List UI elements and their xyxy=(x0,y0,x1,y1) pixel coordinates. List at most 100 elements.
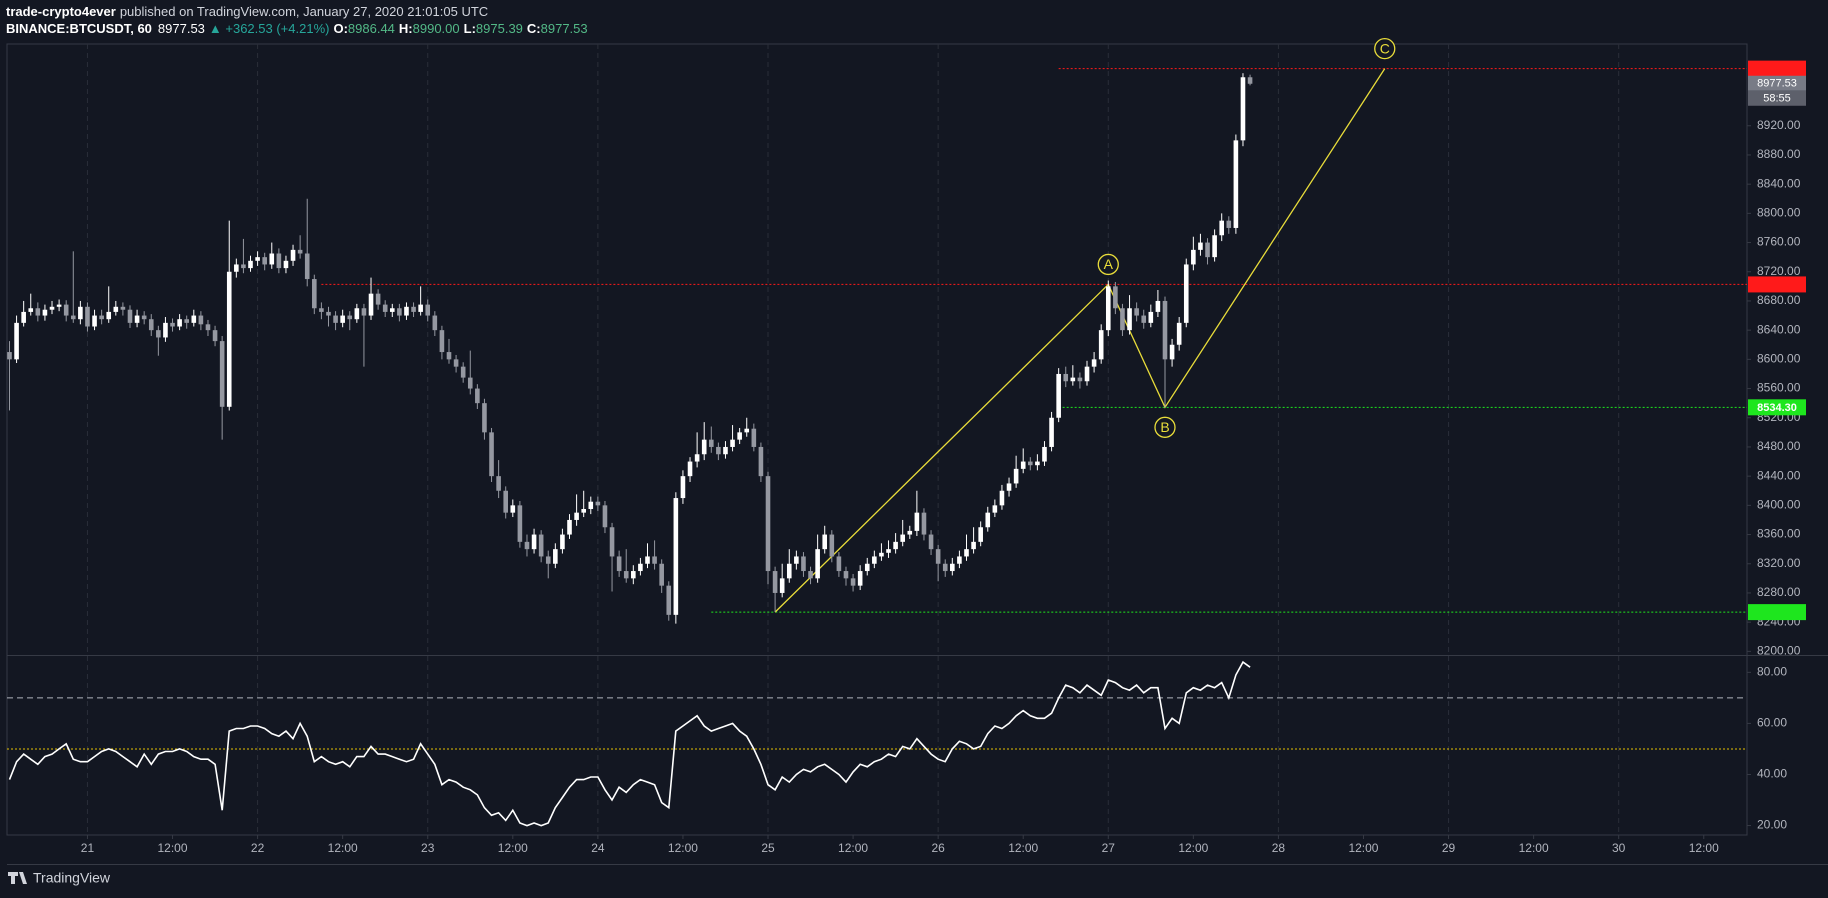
y-tick-label: 8600.00 xyxy=(1757,352,1801,366)
candle-body xyxy=(333,315,338,323)
candle-body xyxy=(234,264,239,272)
x-tick-label: 27 xyxy=(1102,841,1116,855)
x-tick-label: 12:00 xyxy=(328,841,358,855)
candle-body xyxy=(957,556,962,564)
candle-body xyxy=(489,432,494,477)
candle-body xyxy=(1056,373,1061,418)
candle-body xyxy=(7,352,12,360)
candle-body xyxy=(857,571,863,586)
logo-icon xyxy=(8,872,27,884)
y-tick-label: 8280.00 xyxy=(1757,585,1801,599)
candle-body xyxy=(467,377,473,389)
candle-body xyxy=(397,308,402,316)
candle-body xyxy=(269,253,275,265)
level-price-box xyxy=(1748,60,1806,77)
candle-body xyxy=(127,309,133,323)
candle-body xyxy=(531,534,537,550)
wave-line xyxy=(774,68,1386,613)
countdown-label: 58:55 xyxy=(1763,93,1791,105)
candle-body xyxy=(85,306,90,327)
candle-body xyxy=(914,512,920,531)
candle-body xyxy=(517,505,523,542)
x-tick-label: 12:00 xyxy=(1348,841,1378,855)
candle-body xyxy=(1141,315,1147,323)
candle-body xyxy=(1105,286,1111,331)
candle-body xyxy=(737,432,742,440)
y-tick-label: 8800.00 xyxy=(1757,206,1801,220)
x-tick-label: 30 xyxy=(1612,841,1626,855)
candle-body xyxy=(779,578,785,593)
candle-body xyxy=(1120,308,1125,331)
candle-body xyxy=(708,439,714,447)
candle-body xyxy=(219,341,225,407)
candle-body xyxy=(1205,242,1210,258)
candle-body xyxy=(49,306,55,310)
candle-body xyxy=(964,549,969,557)
y-tick-label: 8560.00 xyxy=(1757,381,1801,395)
last-price-label: 8977.53 xyxy=(1757,78,1797,90)
candle-body xyxy=(42,309,48,316)
x-tick-label: 12:00 xyxy=(1178,841,1208,855)
candle-body xyxy=(99,315,104,320)
candle-body xyxy=(312,279,317,309)
candle-body xyxy=(297,249,303,254)
candle-body xyxy=(602,505,608,528)
candle-body xyxy=(404,306,409,316)
candle-body xyxy=(382,304,388,312)
candle-body xyxy=(283,260,289,269)
candle-body xyxy=(716,446,721,455)
ohlc-value: 8986.44 xyxy=(348,21,395,36)
candle-body xyxy=(453,359,459,367)
candle-body xyxy=(1169,344,1175,360)
x-tick-label: 12:00 xyxy=(1008,841,1038,855)
candle-body xyxy=(120,306,126,310)
header-line: trade-crypto4ever published on TradingVie… xyxy=(6,4,488,19)
candle-body xyxy=(1063,373,1069,382)
candle-body xyxy=(1035,461,1040,466)
candle-body xyxy=(616,556,622,572)
candle-body xyxy=(765,476,771,572)
rsi-line xyxy=(8,660,1251,827)
candle-body xyxy=(411,306,416,312)
candle-body xyxy=(999,490,1005,506)
candle-body xyxy=(418,304,423,312)
x-tick-label: 12:00 xyxy=(1689,841,1719,855)
candle-body xyxy=(1070,377,1076,382)
wave-label-circle xyxy=(1097,253,1119,276)
candle-body xyxy=(1028,461,1033,466)
y-tick-label: 8680.00 xyxy=(1757,293,1801,307)
level-price-label: 8534.30 xyxy=(1757,402,1797,414)
candle-body xyxy=(1212,235,1217,258)
candle-body xyxy=(106,311,112,320)
candle-body xyxy=(354,308,360,320)
candle-body xyxy=(694,454,700,462)
candle-body xyxy=(524,541,530,550)
candle-body xyxy=(921,512,927,535)
candle-body xyxy=(177,319,182,327)
level-price-box xyxy=(1748,276,1806,293)
ohlc-value: 8990.00 xyxy=(413,21,460,36)
candle-body xyxy=(1006,483,1012,491)
candle-body xyxy=(63,304,69,316)
candle-body xyxy=(368,293,374,316)
candle-body xyxy=(560,534,565,550)
candle-body xyxy=(609,527,615,557)
candle-body xyxy=(850,578,856,586)
x-tick-label: 26 xyxy=(931,841,945,855)
candle-body xyxy=(928,534,934,550)
y-tick-label: 60.00 xyxy=(1757,716,1787,730)
candle-body xyxy=(1183,264,1189,323)
candle-body xyxy=(1155,300,1161,312)
candle-body xyxy=(92,315,97,327)
candle-body xyxy=(1198,242,1203,250)
candle-body xyxy=(1226,220,1232,228)
ohlc-value: 8977.53 xyxy=(541,21,588,36)
candle-body xyxy=(907,530,913,535)
candle-body xyxy=(1077,377,1083,382)
candle-body xyxy=(21,311,26,323)
x-tick-label: 12:00 xyxy=(668,841,698,855)
candle-body xyxy=(581,509,586,513)
candle-body xyxy=(730,439,735,447)
candle-body xyxy=(701,439,707,455)
candle-body xyxy=(879,552,884,557)
